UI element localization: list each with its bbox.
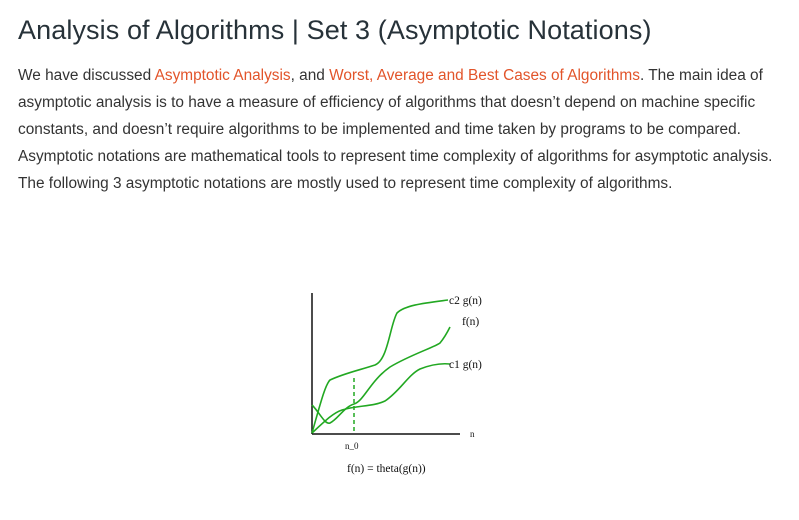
f-label: f(n) <box>462 316 479 328</box>
theta-notation-figure: c2 g(n) f(n) c1 g(n) n n_0 f(n) = theta(… <box>300 285 500 485</box>
worst-average-best-cases-link[interactable]: Worst, Average and Best Cases of Algorit… <box>329 67 640 84</box>
page-title: Analysis of Algorithms | Set 3 (Asymptot… <box>18 15 652 45</box>
intro-text-2: , and <box>290 67 330 84</box>
c1-g-label: c1 g(n) <box>449 359 482 371</box>
c2-g-label: c2 g(n) <box>449 295 482 307</box>
intro-text-1: We have discussed <box>18 67 155 84</box>
asymptotic-analysis-link[interactable]: Asymptotic Analysis <box>154 67 291 84</box>
intro-text-3: . The main idea of asymptotic analysis i… <box>18 67 773 192</box>
figure-caption: f(n) = theta(g(n)) <box>347 463 426 475</box>
intro-paragraph: We have discussed Asymptotic Analysis, a… <box>18 62 783 197</box>
n0-label: n_0 <box>345 441 359 451</box>
c1-g-curve <box>311 362 451 434</box>
n-axis-label: n <box>470 429 475 439</box>
f-curve <box>311 326 451 424</box>
article: Analysis of Algorithms | Set 3 (Asymptot… <box>18 0 788 197</box>
theta-notation-graph: c2 g(n) f(n) c1 g(n) n n_0 f(n) = theta(… <box>311 293 482 475</box>
c2-g-curve <box>311 299 449 434</box>
